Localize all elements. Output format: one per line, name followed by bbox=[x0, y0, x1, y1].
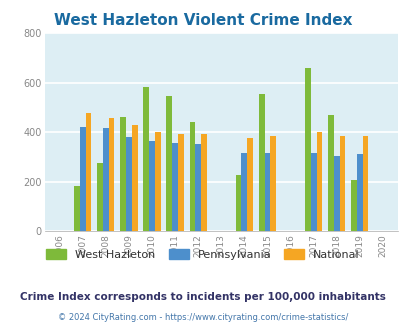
Bar bbox=[270, 136, 275, 231]
Bar bbox=[166, 96, 172, 231]
Bar bbox=[126, 137, 132, 231]
Text: Crime Index corresponds to incidents per 100,000 inhabitants: Crime Index corresponds to incidents per… bbox=[20, 292, 385, 302]
Bar bbox=[80, 127, 85, 231]
Bar bbox=[155, 132, 160, 231]
Bar bbox=[241, 153, 247, 231]
Bar bbox=[172, 143, 177, 231]
Bar bbox=[316, 132, 322, 231]
Bar bbox=[109, 118, 114, 231]
Bar bbox=[143, 87, 149, 231]
Bar bbox=[333, 155, 339, 231]
Bar bbox=[247, 138, 252, 231]
Bar bbox=[339, 136, 345, 231]
Bar bbox=[85, 114, 91, 231]
Text: West Hazleton Violent Crime Index: West Hazleton Violent Crime Index bbox=[53, 13, 352, 28]
Bar bbox=[362, 136, 368, 231]
Bar bbox=[304, 68, 310, 231]
Bar bbox=[132, 125, 137, 231]
Bar bbox=[74, 186, 80, 231]
Bar bbox=[350, 180, 356, 231]
Legend: West Hazleton, Pennsylvania, National: West Hazleton, Pennsylvania, National bbox=[46, 249, 359, 260]
Bar bbox=[195, 145, 200, 231]
Bar bbox=[258, 94, 264, 231]
Bar bbox=[189, 122, 195, 231]
Bar bbox=[97, 163, 103, 231]
Text: © 2024 CityRating.com - https://www.cityrating.com/crime-statistics/: © 2024 CityRating.com - https://www.city… bbox=[58, 313, 347, 322]
Bar bbox=[356, 154, 362, 231]
Bar bbox=[120, 117, 126, 231]
Bar bbox=[310, 153, 316, 231]
Bar bbox=[103, 128, 109, 231]
Bar bbox=[264, 153, 270, 231]
Bar bbox=[177, 135, 183, 231]
Bar bbox=[235, 175, 241, 231]
Bar bbox=[149, 141, 155, 231]
Bar bbox=[200, 135, 206, 231]
Bar bbox=[327, 115, 333, 231]
